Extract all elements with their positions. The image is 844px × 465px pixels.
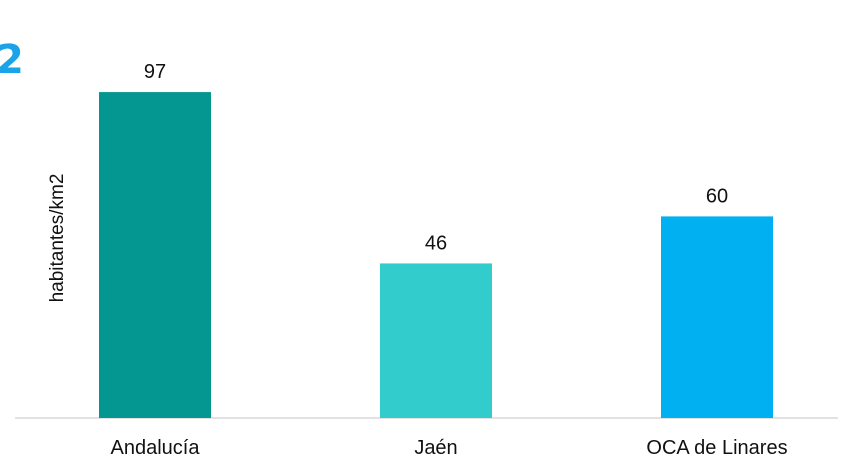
value-label-1: 46 <box>425 232 447 254</box>
x-tick-label-0: Andalucía <box>111 437 201 459</box>
bars <box>99 92 773 418</box>
y-axis-title: habitantes/km2 <box>47 173 68 303</box>
x-tick-label-2: OCA de Linares <box>646 437 787 459</box>
bar-1 <box>380 263 492 418</box>
bar-0 <box>99 92 211 418</box>
bar-2 <box>661 216 773 418</box>
value-label-0: 97 <box>144 61 166 83</box>
x-tick-labels: Andalucía Jaén OCA de Linares <box>111 437 788 459</box>
value-labels: 97 46 60 <box>144 61 728 254</box>
x-tick-label-1: Jaén <box>414 437 457 459</box>
corner-number: 2 <box>0 37 24 83</box>
value-label-2: 60 <box>706 185 728 207</box>
